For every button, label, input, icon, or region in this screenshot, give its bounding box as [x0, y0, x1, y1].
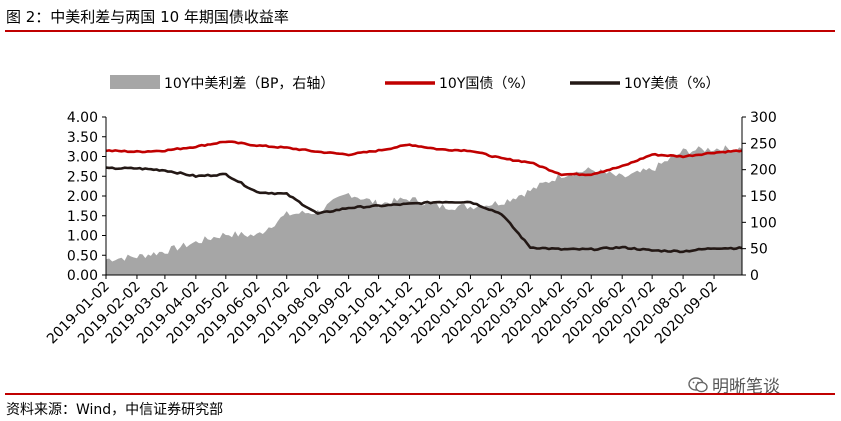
y-right-tick-label: 100	[750, 215, 777, 231]
legend-swatch-spread	[110, 75, 160, 89]
y-left-tick-label: 2.00	[67, 189, 98, 205]
y-right-tick-label: 250	[750, 136, 777, 152]
source-note: 资料来源：Wind，中信证券研究部	[6, 402, 224, 418]
legend-label-spread: 10Y中美利差（BP，右轴）	[164, 76, 334, 92]
y-left-tick-label: 3.00	[67, 150, 98, 166]
chart-title: 图 2：中美利差与两国 10 年期国债收益率	[6, 8, 289, 26]
y-right-tick-label: 150	[750, 189, 777, 205]
header-divider	[5, 30, 835, 32]
series-line-cn10y	[105, 140, 743, 177]
y-right-tick-label: 0	[750, 268, 759, 284]
y-left-tick-label: 0.00	[67, 268, 98, 284]
series-area-spread	[106, 145, 742, 275]
y-left-tick-label: 2.50	[67, 169, 98, 185]
y-left-tick-label: 3.50	[67, 130, 98, 146]
y-right-tick-label: 300	[750, 110, 777, 126]
footer-divider	[5, 393, 835, 395]
watermark-text: 明晰笔谈	[712, 377, 780, 397]
y-left-tick-label: 4.00	[67, 110, 98, 126]
y-left-tick-label: 0.50	[67, 248, 98, 264]
y-right-tick-label: 50	[750, 242, 768, 258]
chart-legend: 10Y中美利差（BP，右轴） 10Y国债（%） 10Y美债（%）	[110, 75, 720, 92]
y-right-tick-label: 200	[750, 163, 777, 179]
y-left-tick-label: 1.00	[67, 229, 98, 245]
plot-area	[105, 140, 743, 275]
watermark: 明晰笔谈	[688, 372, 780, 397]
legend-label-cn10y: 10Y国债（%）	[439, 76, 535, 92]
legend-label-us10y: 10Y美债（%）	[624, 76, 720, 92]
wechat-icon	[688, 376, 708, 392]
y-left-tick-label: 1.50	[67, 209, 98, 225]
series-line-us10y	[105, 166, 743, 254]
